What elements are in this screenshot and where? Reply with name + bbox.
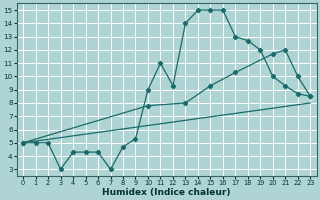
X-axis label: Humidex (Indice chaleur): Humidex (Indice chaleur) <box>102 188 231 197</box>
